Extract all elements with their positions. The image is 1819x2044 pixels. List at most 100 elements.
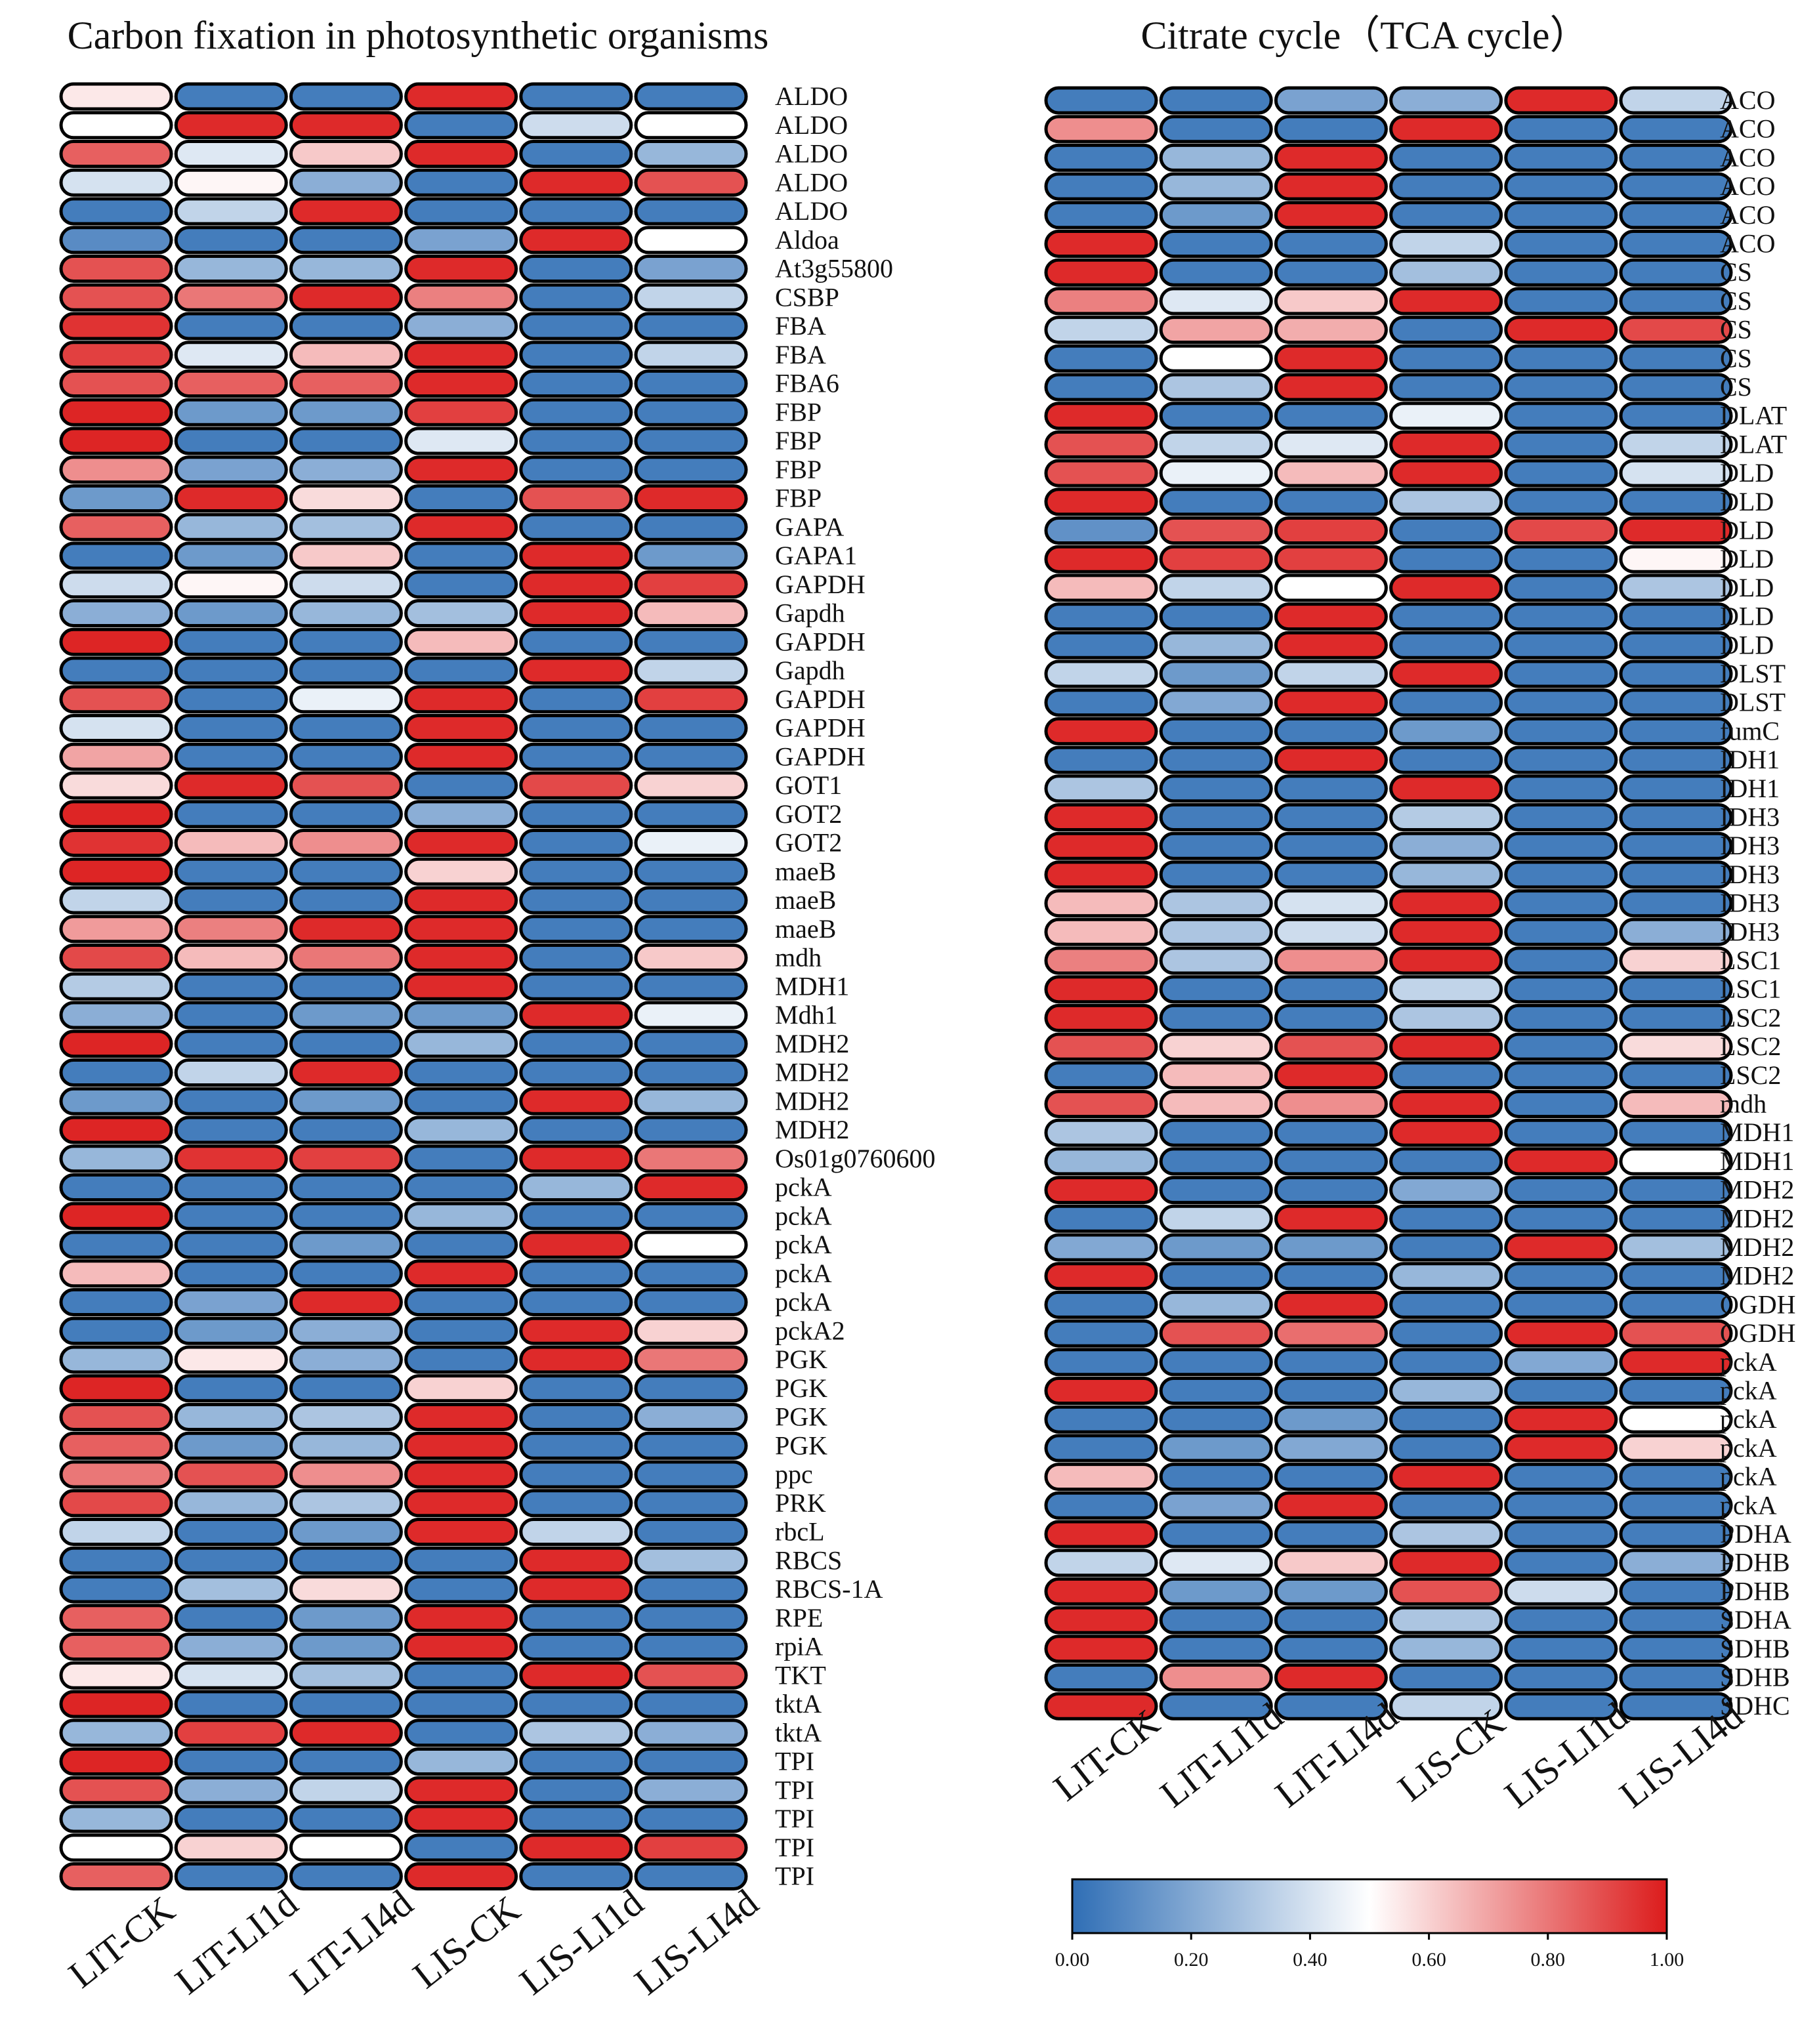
heatmap-cell <box>289 886 403 915</box>
heatmap-cell <box>519 1546 633 1575</box>
heatmap-cell <box>174 1201 288 1230</box>
heatmap-cell <box>519 1345 633 1374</box>
heatmap-cell <box>59 140 173 168</box>
row-label: TPI <box>775 1833 814 1862</box>
heatmap-cell <box>404 944 518 972</box>
heatmap-cell <box>289 1862 403 1890</box>
heatmap-cell <box>404 1460 518 1489</box>
heatmap-cell <box>1044 1377 1158 1405</box>
heatmap-cell <box>1504 1463 1618 1491</box>
row-label: MDH2 <box>1720 1261 1794 1291</box>
row-label: tktA <box>775 1718 822 1747</box>
heatmap-cell <box>289 742 403 771</box>
heatmap-cell <box>1389 143 1503 172</box>
carbon-fixation-title: Carbon fixation in photosynthetic organi… <box>68 14 769 57</box>
heatmap-cell <box>1389 1348 1503 1377</box>
colorbar-tick-label: 0.80 <box>1531 1949 1566 1971</box>
heatmap-cell <box>1044 1262 1158 1291</box>
row-label: GAPDH <box>775 741 866 771</box>
heatmap-cell <box>634 972 748 1001</box>
heatmap-cell <box>1389 1434 1503 1463</box>
heatmap-cell <box>1504 86 1618 115</box>
heatmap-cell <box>1619 803 1733 831</box>
heatmap-cell <box>1274 172 1388 201</box>
row-label: DLD <box>1720 544 1774 574</box>
heatmap-cell <box>404 341 518 369</box>
heatmap-cell <box>1504 1434 1618 1463</box>
heatmap-cell <box>1159 1090 1273 1118</box>
row-label: CS <box>1720 343 1752 373</box>
heatmap-cell <box>634 1804 748 1833</box>
heatmap-cell <box>174 1087 288 1116</box>
heatmap-cell <box>59 972 173 1001</box>
heatmap-cell <box>1389 1262 1503 1291</box>
heatmap-cell <box>174 197 288 226</box>
heatmap-cell <box>634 742 748 771</box>
row-label: FBP <box>775 426 822 455</box>
heatmap-cell <box>289 1173 403 1201</box>
heatmap-cell <box>1619 1090 1733 1118</box>
heatmap-cell <box>1619 516 1733 545</box>
heatmap-cell <box>59 627 173 656</box>
heatmap-cell <box>174 111 288 140</box>
heatmap-cell <box>289 599 403 627</box>
heatmap-cell <box>634 857 748 886</box>
heatmap-cell <box>1159 717 1273 745</box>
heatmap-cell <box>1044 1003 1158 1032</box>
heatmap-cell <box>174 312 288 341</box>
heatmap-cell <box>634 312 748 341</box>
heatmap-cell <box>519 829 633 857</box>
heatmap-cell <box>1389 631 1503 659</box>
heatmap-cell <box>634 800 748 829</box>
heatmap-cell <box>1619 1692 1733 1721</box>
heatmap-cell <box>174 541 288 570</box>
heatmap-cell <box>289 1575 403 1604</box>
heatmap-cell <box>1389 889 1503 918</box>
heatmap-cell <box>1389 373 1503 402</box>
row-label: SDHC <box>1720 1691 1790 1721</box>
heatmap-cell <box>59 1374 173 1403</box>
heatmap-cell <box>289 1030 403 1058</box>
heatmap-cell <box>1504 1692 1618 1721</box>
heatmap-cell <box>519 111 633 140</box>
row-label: GAPA1 <box>775 541 857 570</box>
heatmap-cell <box>1619 745 1733 774</box>
heatmap-cell <box>289 512 403 541</box>
heatmap-cell <box>289 1719 403 1747</box>
heatmap-cell <box>634 1604 748 1633</box>
heatmap-cell <box>1504 1118 1618 1147</box>
heatmap-cell <box>1504 659 1618 688</box>
row-label: PGK <box>775 1430 827 1460</box>
heatmap-cell <box>1504 1090 1618 1118</box>
heatmap-cell <box>1619 488 1733 516</box>
heatmap-cell <box>634 1087 748 1116</box>
heatmap-cell <box>519 1747 633 1776</box>
heatmap-cell <box>59 1604 173 1633</box>
heatmap-cell <box>519 1316 633 1345</box>
heatmap-cell <box>1389 602 1503 631</box>
heatmap-cell <box>1504 1348 1618 1377</box>
heatmap-cell <box>404 1862 518 1890</box>
heatmap-cell <box>1504 975 1618 1004</box>
row-label: TPI <box>775 1775 814 1804</box>
heatmap-cell <box>634 1259 748 1288</box>
heatmap-cell <box>634 1633 748 1661</box>
heatmap-cell <box>1159 688 1273 717</box>
heatmap-cell <box>519 886 633 915</box>
heatmap-cell <box>289 1604 403 1633</box>
row-label: TPI <box>775 1862 814 1891</box>
heatmap-cell <box>1619 1233 1733 1262</box>
heatmap-cell <box>519 1201 633 1230</box>
heatmap-cell <box>59 1489 173 1518</box>
heatmap-cell <box>1159 860 1273 889</box>
heatmap-cell <box>634 1230 748 1259</box>
column-label: LIT-LI4d <box>282 1881 421 2003</box>
heatmap-cell <box>1044 1405 1158 1434</box>
heatmap-cell <box>1159 1204 1273 1233</box>
heatmap-cell <box>59 1460 173 1489</box>
row-label: CS <box>1720 315 1752 344</box>
heatmap-cell <box>1044 402 1158 430</box>
heatmap-cell <box>1044 516 1158 545</box>
heatmap-cell <box>289 829 403 857</box>
heatmap-cell <box>1389 1061 1503 1090</box>
